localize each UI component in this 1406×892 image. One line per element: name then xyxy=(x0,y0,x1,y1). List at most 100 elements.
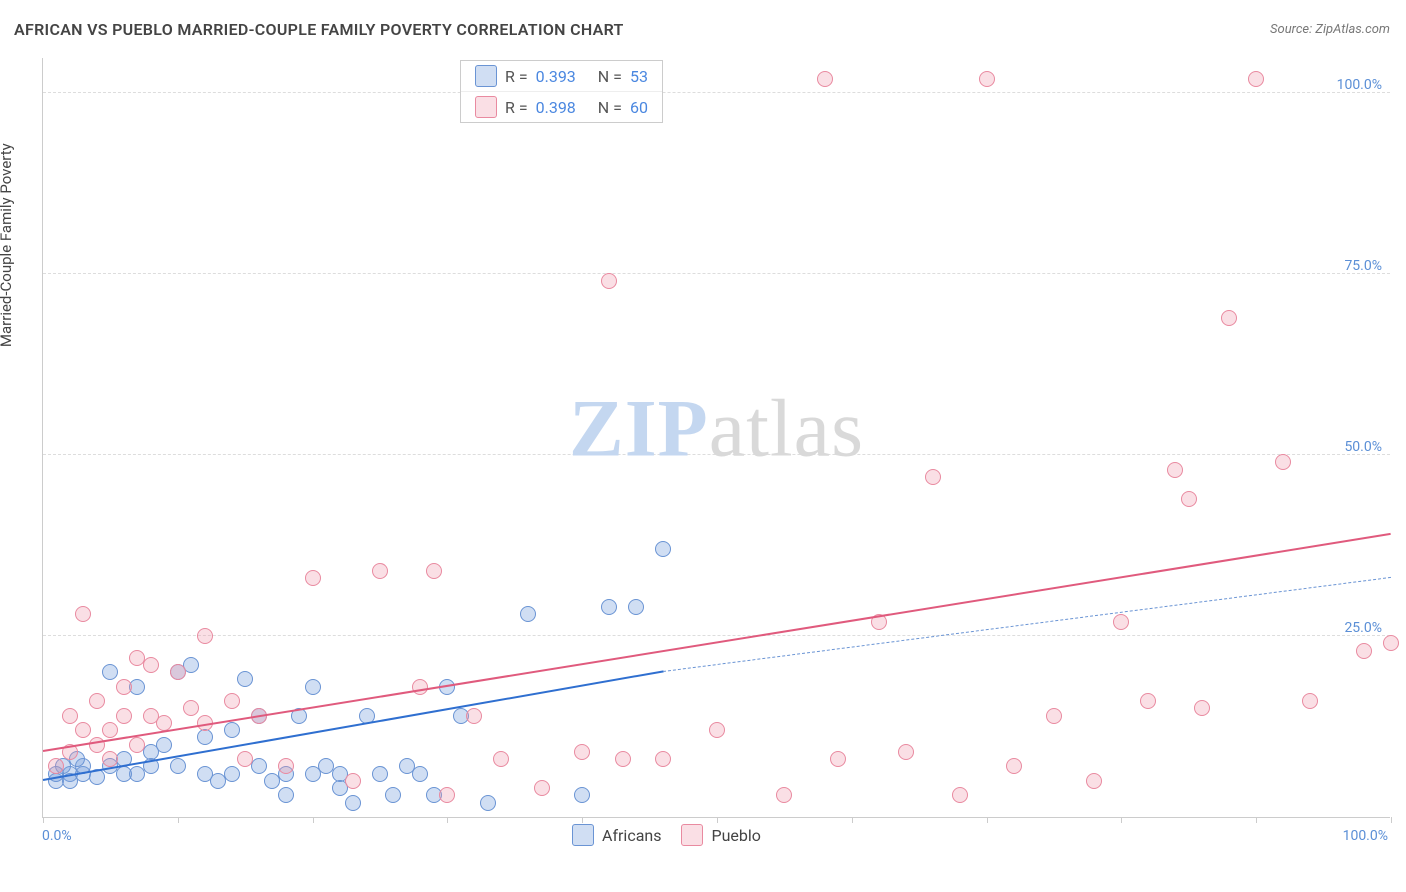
data-point xyxy=(574,744,590,760)
data-point xyxy=(129,737,145,753)
data-point xyxy=(224,693,240,709)
data-point xyxy=(1194,700,1210,716)
legend-r-value: 0.398 xyxy=(536,98,576,117)
trend-line xyxy=(43,533,1391,752)
data-point xyxy=(278,787,294,803)
legend-n-value: 53 xyxy=(630,67,648,86)
watermark: ZIPatlas xyxy=(569,381,864,475)
legend-label: Africans xyxy=(602,826,661,845)
data-point xyxy=(1046,708,1062,724)
legend-row: R = 0.393 N = 53 xyxy=(461,61,662,92)
data-point xyxy=(156,737,172,753)
data-point xyxy=(1181,491,1197,507)
y-axis-title: Married-Couple Family Poverty xyxy=(0,143,15,347)
x-tick xyxy=(313,817,314,823)
data-point xyxy=(237,751,253,767)
source-attribution: Source: ZipAtlas.com xyxy=(1270,22,1390,37)
y-tick-label: 50.0% xyxy=(1344,439,1382,455)
data-point xyxy=(102,751,118,767)
legend-r-label: R = xyxy=(505,67,528,86)
data-point xyxy=(183,700,199,716)
data-point xyxy=(372,766,388,782)
legend-r-value: 0.393 xyxy=(536,67,576,86)
y-tick-label: 75.0% xyxy=(1344,258,1382,274)
x-tick xyxy=(43,817,44,823)
data-point xyxy=(979,71,995,87)
data-point xyxy=(1275,454,1291,470)
x-tick xyxy=(852,817,853,823)
chart-title: AFRICAN VS PUEBLO MARRIED-COUPLE FAMILY … xyxy=(14,20,624,39)
data-point xyxy=(776,787,792,803)
data-point xyxy=(251,758,267,774)
data-point xyxy=(655,751,671,767)
data-point xyxy=(830,751,846,767)
data-point xyxy=(534,780,550,796)
legend-swatch xyxy=(475,65,497,87)
data-point xyxy=(305,679,321,695)
data-point xyxy=(574,787,590,803)
data-point xyxy=(1086,773,1102,789)
data-point xyxy=(345,773,361,789)
data-point xyxy=(89,737,105,753)
data-point xyxy=(520,606,536,622)
data-point xyxy=(385,787,401,803)
x-tick xyxy=(717,817,718,823)
data-point xyxy=(1383,635,1399,651)
y-tick-label: 100.0% xyxy=(1337,77,1382,93)
data-point xyxy=(439,787,455,803)
y-tick-label: 25.0% xyxy=(1344,620,1382,636)
series-legend: Africans Pueblo xyxy=(572,824,761,846)
x-tick xyxy=(987,817,988,823)
legend-item: Africans xyxy=(572,824,661,846)
watermark-atlas: atlas xyxy=(709,382,864,473)
x-axis-max-label: 100.0% xyxy=(1343,828,1388,844)
data-point xyxy=(601,273,617,289)
data-point xyxy=(1140,693,1156,709)
legend-n-label: N = xyxy=(598,98,622,117)
x-tick xyxy=(447,817,448,823)
data-point xyxy=(952,787,968,803)
legend-swatch xyxy=(681,824,703,846)
legend-item: Pueblo xyxy=(681,824,760,846)
x-tick xyxy=(1391,817,1392,823)
gridline xyxy=(43,635,1390,636)
data-point xyxy=(1006,758,1022,774)
legend-n-value: 60 xyxy=(630,98,648,117)
data-point xyxy=(345,795,361,811)
data-point xyxy=(480,795,496,811)
data-point xyxy=(62,708,78,724)
data-point xyxy=(466,708,482,724)
gridline xyxy=(43,92,1390,93)
legend-n-label: N = xyxy=(598,67,622,86)
data-point xyxy=(709,722,725,738)
correlation-legend: R = 0.393 N = 53 R = 0.398 N = 60 xyxy=(460,60,663,123)
data-point xyxy=(493,751,509,767)
legend-label: Pueblo xyxy=(711,826,760,845)
data-point xyxy=(143,657,159,673)
legend-row: R = 0.398 N = 60 xyxy=(461,92,662,122)
data-point xyxy=(224,766,240,782)
data-point xyxy=(426,563,442,579)
data-point xyxy=(197,628,213,644)
data-point xyxy=(655,541,671,557)
x-tick xyxy=(1256,817,1257,823)
legend-swatch xyxy=(572,824,594,846)
data-point xyxy=(372,563,388,579)
data-point xyxy=(1356,643,1372,659)
legend-r-label: R = xyxy=(505,98,528,117)
data-point xyxy=(89,693,105,709)
data-point xyxy=(1248,71,1264,87)
x-tick xyxy=(1121,817,1122,823)
data-point xyxy=(305,570,321,586)
data-point xyxy=(412,679,428,695)
watermark-zip: ZIP xyxy=(569,382,709,473)
data-point xyxy=(898,744,914,760)
data-point xyxy=(116,679,132,695)
plot-area: ZIPatlas 25.0% 50.0% 75.0% 100.0% xyxy=(42,58,1390,818)
gridline xyxy=(43,454,1390,455)
x-tick xyxy=(178,817,179,823)
data-point xyxy=(1113,614,1129,630)
data-point xyxy=(170,664,186,680)
x-axis-min-label: 0.0% xyxy=(42,828,72,844)
data-point xyxy=(116,766,132,782)
